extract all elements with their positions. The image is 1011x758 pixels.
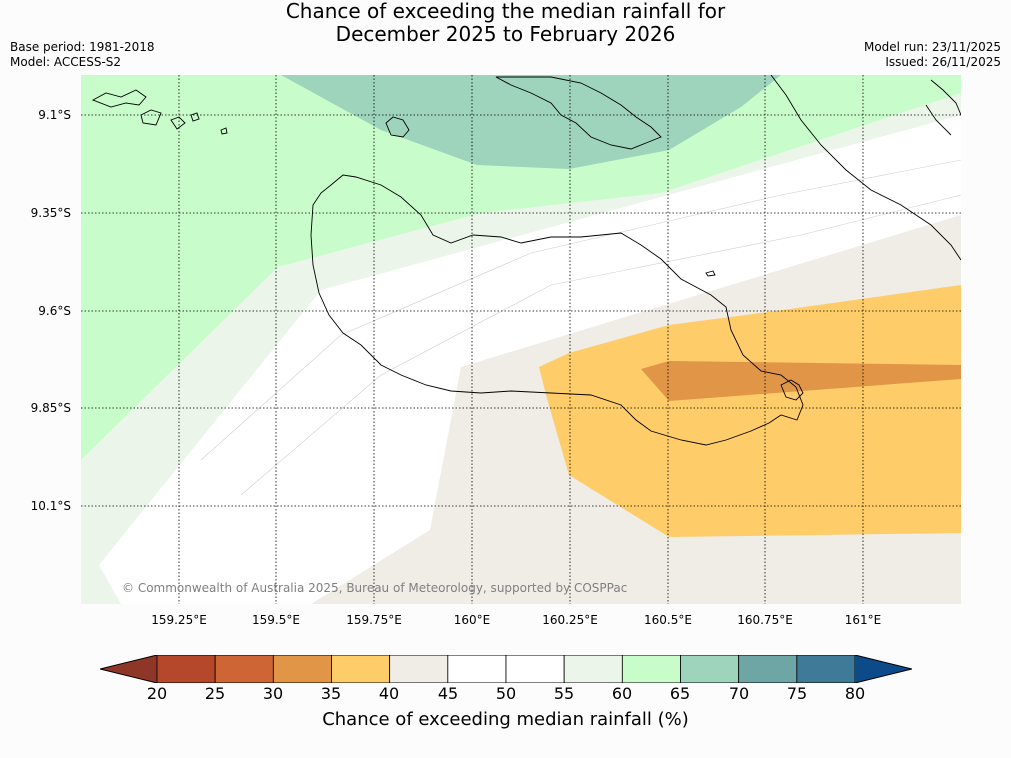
north-island-coastline	[495, 76, 662, 150]
category-35-40	[539, 285, 961, 537]
colorbar-segment	[389, 655, 449, 683]
colorbar-tick-65: 65	[669, 684, 691, 703]
colorbar-tick-80: 80	[844, 684, 866, 703]
forecast-map: © Commonwealth of Australia 2025, Bureau…	[81, 75, 961, 604]
category-55-60	[81, 93, 961, 604]
colorbar-tick-45: 45	[437, 684, 459, 703]
guadalcanal-coastline	[310, 174, 804, 446]
colorbar-tick-55: 55	[553, 684, 575, 703]
colorbar-segment	[796, 655, 856, 683]
lat-label-10-1: 10.1°S	[30, 499, 71, 513]
colorbar-segment	[214, 655, 274, 683]
colorbar-segment	[272, 655, 332, 683]
colorbar-tick-70: 70	[728, 684, 750, 703]
colorbar-tick-40: 40	[378, 684, 400, 703]
title-line-2: December 2025 to February 2026	[335, 22, 676, 46]
small-islet	[705, 270, 716, 277]
east-island-coastline	[925, 79, 961, 136]
marau-islands	[780, 379, 804, 401]
coastline	[91, 75, 961, 446]
colorbar-segment	[563, 655, 623, 683]
meta-left: Base period: 1981-2018 Model: ACCESS-S2	[10, 40, 155, 70]
colorbar-under-arrow	[100, 655, 157, 683]
colorbar-segment	[447, 655, 507, 683]
colorbar-tick-75: 75	[786, 684, 808, 703]
category-60-65	[81, 75, 961, 460]
model-run: Model run: 23/11/2025	[863, 40, 1001, 54]
colorbar-tick-35: 35	[320, 684, 342, 703]
lon-label-160: 160°E	[453, 613, 491, 627]
lon-label-159-25: 159.25°E	[151, 613, 207, 627]
category-65-70	[281, 75, 781, 169]
malaita-coastline	[770, 75, 961, 261]
colorbar-over-arrow	[855, 655, 912, 683]
copyright-notice: © Commonwealth of Australia 2025, Bureau…	[122, 581, 627, 595]
colorbar-segment	[156, 655, 216, 683]
base-period: Base period: 1981-2018	[10, 40, 155, 54]
colorbar	[100, 655, 912, 683]
colorbar-tick-25: 25	[204, 684, 226, 703]
colorbar-segment	[738, 655, 798, 683]
model-name: Model: ACCESS-S2	[10, 55, 122, 69]
title-line-1: Chance of exceeding the median rainfall …	[285, 0, 726, 23]
colorbar-segment	[331, 655, 391, 683]
colorbar-tick-50: 50	[495, 684, 517, 703]
lon-label-161: 161°E	[844, 613, 882, 627]
lat-label-9-85: 9.85°S	[30, 401, 71, 415]
colorbar-segment	[505, 655, 565, 683]
lon-label-160-25: 160.25°E	[542, 613, 598, 627]
colorbar-tick-20: 20	[146, 684, 168, 703]
lon-label-160-75: 160.75°E	[737, 613, 793, 627]
lon-label-160-5: 160.5°E	[644, 613, 692, 627]
graticule	[81, 75, 961, 604]
colorbar-tick-30: 30	[262, 684, 284, 703]
colorbar-segment	[680, 655, 740, 683]
lat-label-9-1: 9.1°S	[38, 108, 71, 122]
category-30-35	[641, 361, 961, 401]
colorbar-label: Chance of exceeding median rainfall (%)	[322, 709, 689, 730]
issued-date: Issued: 26/11/2025	[885, 55, 1001, 69]
colorbar-segment	[621, 655, 681, 683]
lon-label-159-75: 159.75°E	[346, 613, 402, 627]
meta-right: Model run: 23/11/2025 Issued: 26/11/2025	[864, 40, 1001, 70]
lat-label-9-35: 9.35°S	[30, 206, 71, 220]
chart-title: Chance of exceeding the median rainfall …	[0, 0, 1011, 46]
florida-island-coastline	[385, 116, 410, 138]
lat-label-9-6: 9.6°S	[38, 304, 71, 318]
lon-label-159-5: 159.5°E	[252, 613, 300, 627]
colorbar-tick-60: 60	[611, 684, 633, 703]
small-islands-northwest	[91, 89, 228, 135]
